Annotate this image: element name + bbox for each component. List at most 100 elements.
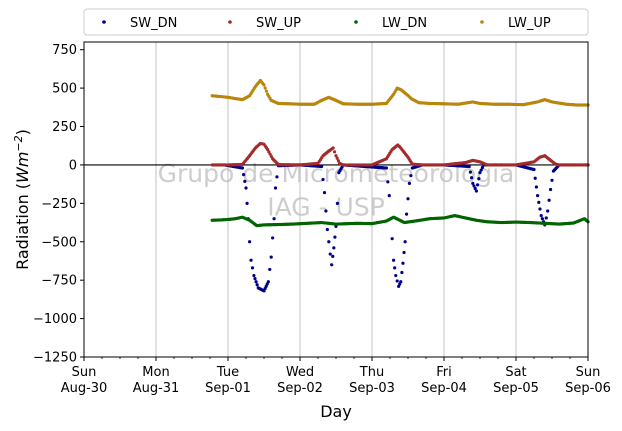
data-point [480,165,484,170]
data-point [330,263,334,267]
data-point [273,186,278,190]
data-point [409,174,413,178]
gridlines [155,42,517,357]
series-sw-up [210,141,590,167]
data-point [399,280,403,284]
data-point [249,258,253,262]
x-tick-label-day: Thu [359,365,384,380]
data-point [321,177,325,182]
series-lw-up [210,78,590,107]
data-point [335,201,340,205]
data-point [263,86,267,90]
data-point [404,212,409,216]
legend-marker [480,20,484,24]
data-point [322,190,327,195]
data-point [252,273,256,278]
x-tick-label-date: Sep-01 [205,381,251,396]
data-point [275,175,279,179]
y-tick-label: 250 [52,120,77,135]
data-point [332,150,337,154]
x-tick-label-day: Sat [505,365,526,380]
y-axis-label-close: ) [13,129,32,135]
data-point [478,171,482,175]
series-lw-dn [210,214,590,228]
y-axis: 750 500 250 0 −250 −500 −750 −1000 −1250 [33,43,84,366]
data-point [272,217,276,221]
data-point [268,267,272,272]
data-point [473,186,477,191]
data-point [472,184,476,188]
data-point [546,209,550,213]
y-tick-label: −750 [41,274,77,289]
plot-area [84,42,588,357]
data-point [470,176,474,180]
data-point [271,236,275,240]
data-point [548,187,553,192]
data-point [386,180,390,184]
y-axis-label-exponent: −2 [12,135,25,151]
data-point [245,201,249,205]
data-point [479,168,483,172]
data-point [262,83,266,87]
y-tick-label: −500 [41,235,77,250]
data-point [474,189,478,193]
data-point [395,279,399,283]
data-point [333,235,337,239]
data-point [550,178,554,182]
data-point [394,273,398,278]
y-axis-label-open: ( [13,183,32,194]
data-point [402,250,406,255]
legend-label: SW_DN [130,16,177,31]
data-point [253,277,257,281]
x-tick-label-day: Fri [436,365,452,380]
data-point [244,186,248,190]
x-tick-label-date: Aug-30 [61,381,108,396]
x-tick-label-date: Aug-31 [133,381,180,396]
x-tick-label-day: Tue [216,365,239,380]
legend-label: LW_UP [508,16,551,31]
y-tick-label: −1000 [33,312,77,327]
series-layer [210,78,590,293]
data-point [532,167,536,172]
data-point [254,280,258,284]
data-point [407,181,412,185]
x-tick-label-date: Sep-03 [349,381,395,396]
data-point [331,254,335,258]
data-point [401,261,405,265]
data-point [266,280,270,284]
data-point [477,177,481,181]
x-axis: SunAug-30MonAug-31TueSep-01WedSep-02ThuS… [61,357,611,396]
data-point [328,252,332,256]
x-tick-label-day: Sun [576,365,601,380]
data-point [540,217,545,221]
data-point [264,89,268,93]
data-point [476,183,480,187]
data-point [324,209,328,213]
x-tick-label-date: Sep-05 [493,381,539,396]
legend-label: SW_UP [256,16,301,31]
y-tick-label: 0 [69,158,77,173]
data-point [331,146,335,150]
data-point [255,283,259,287]
data-point [243,179,247,183]
data-point [468,170,472,174]
watermark-line-2: IAG - USP [267,193,385,222]
data-point [536,194,540,198]
data-point [334,154,338,158]
x-tick-label-date: Sep-04 [421,381,467,396]
data-point [390,237,394,241]
data-point [539,214,543,218]
legend-marker [102,20,106,24]
y-tick-label: 500 [52,82,77,97]
x-tick-label-date: Sep-06 [565,381,611,396]
y-tick-label: −1250 [33,351,77,366]
data-point [327,240,331,244]
data-point [406,197,410,201]
legend: SW_DN SW_UP LW_DN LW_UP [83,8,589,36]
data-point [320,164,324,169]
x-tick-label-day: Mon [142,365,169,380]
data-point [250,266,255,270]
legend-label: LW_DN [382,16,427,31]
y-axis-label-unit: Wm [13,152,32,183]
